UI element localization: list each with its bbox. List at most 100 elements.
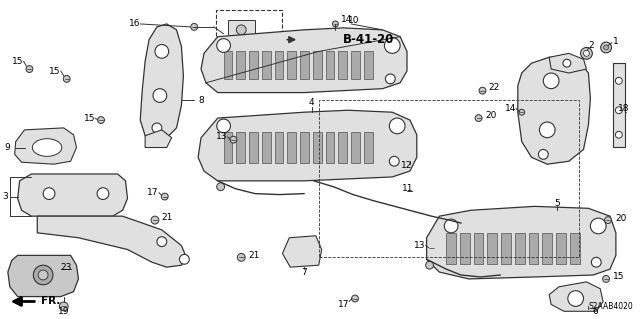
Text: 20: 20 [615,214,627,223]
Bar [236,51,245,79]
Circle shape [230,136,237,143]
Circle shape [97,188,109,199]
Circle shape [385,74,396,84]
Circle shape [153,89,166,102]
Polygon shape [198,110,417,181]
Text: 20: 20 [486,111,497,120]
Text: 8: 8 [198,96,204,105]
Bar [287,132,296,163]
Polygon shape [201,28,407,93]
Bar [613,63,625,146]
Circle shape [43,188,55,199]
Polygon shape [8,256,79,297]
Circle shape [217,119,230,133]
Bar [249,132,258,163]
Circle shape [236,25,246,35]
Bar [339,132,347,163]
Text: 1: 1 [613,37,619,46]
Circle shape [38,270,48,280]
Bar [275,51,284,79]
Bar [262,132,271,163]
Text: S2AAB4020: S2AAB4020 [588,302,633,311]
Polygon shape [228,20,255,65]
Circle shape [161,193,168,200]
Bar [300,132,309,163]
Circle shape [33,265,53,285]
Text: 17: 17 [147,188,159,197]
Text: 15: 15 [49,67,61,76]
Circle shape [426,261,433,269]
Text: FR.: FR. [41,296,61,307]
Text: 4: 4 [309,98,315,107]
Bar [287,51,296,79]
Bar [262,51,271,79]
Circle shape [580,48,593,59]
Text: 18: 18 [618,104,629,113]
Circle shape [97,117,104,123]
Bar [326,132,335,163]
Text: 6: 6 [593,307,598,316]
Text: 21: 21 [248,251,259,260]
Bar [223,132,232,163]
Polygon shape [282,236,322,267]
Circle shape [152,123,162,133]
Text: 14: 14 [504,104,516,113]
Polygon shape [145,130,172,147]
Circle shape [605,217,611,224]
Circle shape [26,66,33,72]
Polygon shape [549,53,586,73]
Circle shape [603,276,609,282]
Circle shape [217,39,230,52]
Circle shape [428,244,435,251]
Text: 14: 14 [341,15,353,24]
Polygon shape [223,16,275,69]
Bar [529,233,538,264]
Circle shape [179,255,189,264]
Circle shape [540,122,555,138]
Circle shape [444,219,458,233]
Ellipse shape [33,139,62,156]
Circle shape [389,118,405,134]
Text: 19: 19 [58,307,70,316]
Circle shape [591,257,601,267]
Circle shape [519,109,525,115]
Circle shape [237,253,245,261]
Polygon shape [427,206,616,279]
Bar [488,233,497,264]
Circle shape [601,42,611,53]
Circle shape [479,87,486,94]
Circle shape [155,45,169,58]
Bar [216,10,282,74]
Bar [223,51,232,79]
Polygon shape [140,24,184,140]
Circle shape [568,291,584,306]
Polygon shape [15,128,77,164]
Circle shape [616,131,622,138]
Circle shape [616,78,622,84]
Circle shape [389,156,399,166]
Circle shape [563,59,571,67]
Bar [542,233,552,264]
Bar [474,233,483,264]
Text: 15: 15 [12,57,24,66]
Circle shape [151,216,159,224]
Circle shape [475,115,482,122]
Bar [319,100,579,257]
Text: 5: 5 [554,199,560,208]
Text: 17: 17 [338,300,349,309]
Bar [460,233,470,264]
Polygon shape [18,174,127,216]
Circle shape [60,302,68,311]
Bar [236,132,245,163]
Text: 2: 2 [588,41,594,50]
Bar [515,233,525,264]
Circle shape [604,45,609,50]
Text: 21: 21 [162,213,173,222]
Circle shape [584,50,589,56]
Polygon shape [518,57,590,164]
Circle shape [351,295,358,302]
Bar [501,233,511,264]
Text: B-41-20: B-41-20 [343,33,395,46]
Circle shape [538,150,548,159]
Bar [313,132,322,163]
